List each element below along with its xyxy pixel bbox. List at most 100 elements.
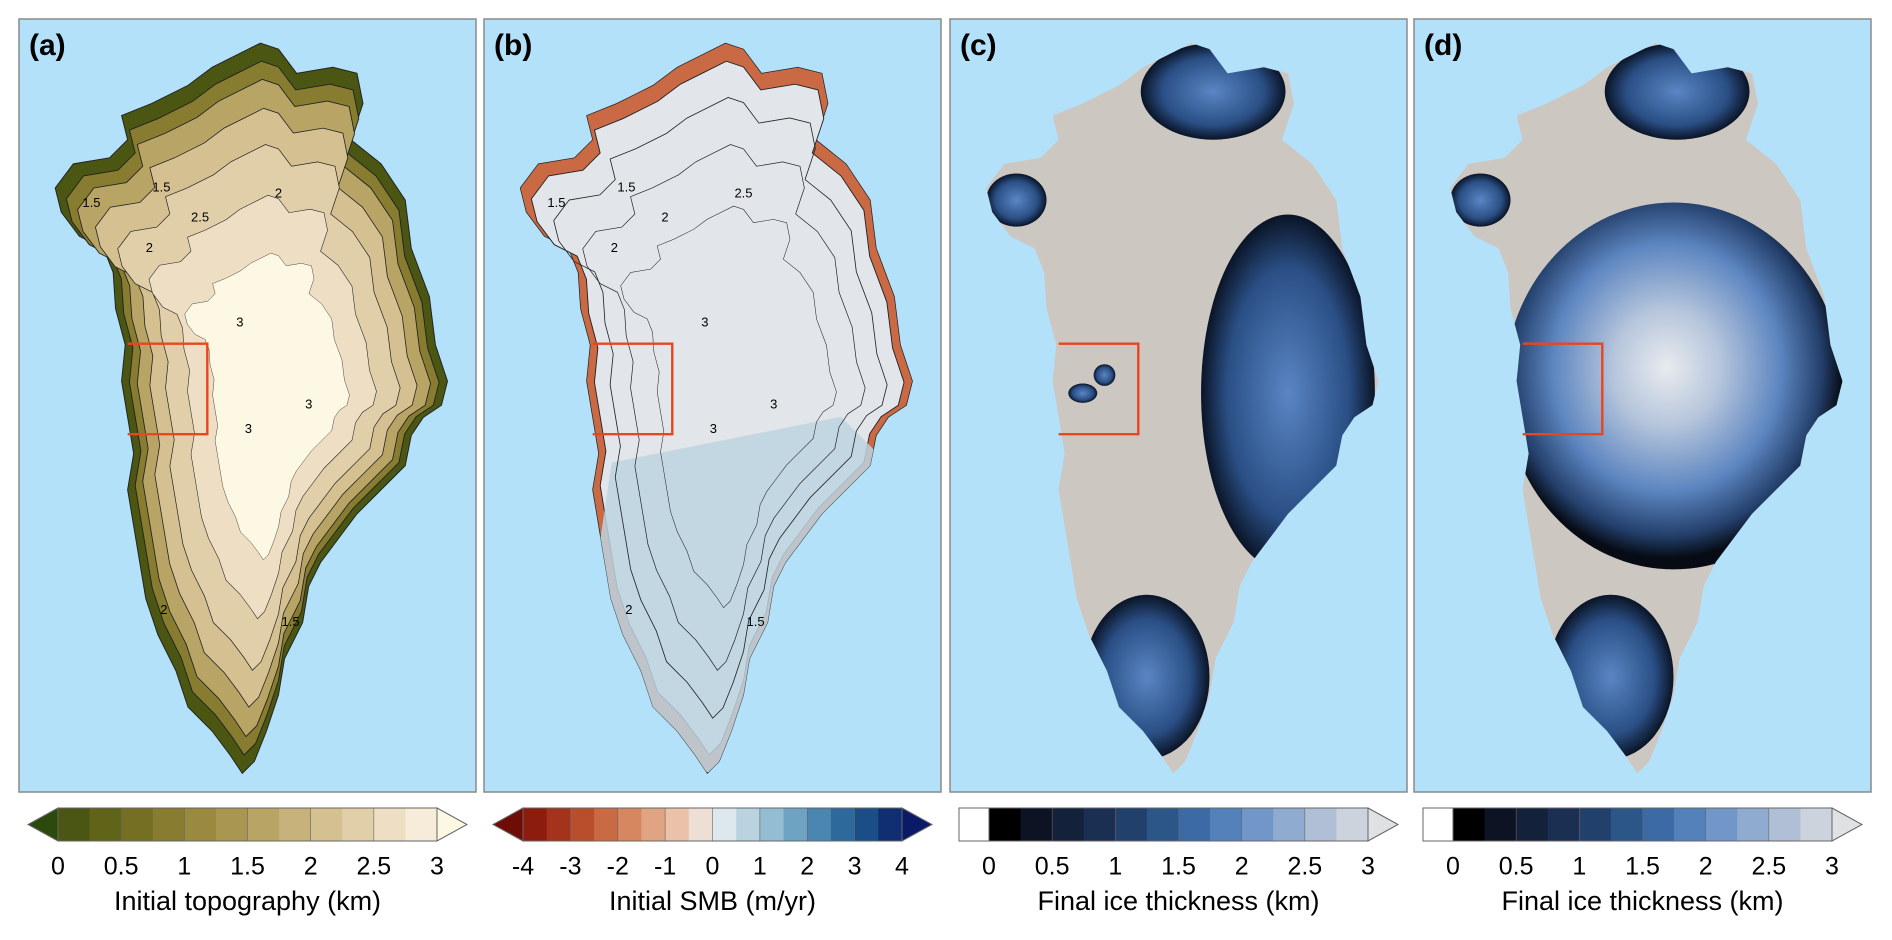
colorbar-tick-label: 1.5 <box>1625 853 1660 881</box>
colorbar-bin <box>854 808 879 841</box>
contour-label: 1.5 <box>617 179 635 194</box>
study-region-box <box>127 342 209 436</box>
ice-sheet <box>1504 202 1843 570</box>
colorbar-extension <box>1367 807 1400 842</box>
colorbar-bin <box>310 808 343 841</box>
colorbar-bin <box>1210 808 1243 841</box>
colorbar-bin <box>1642 808 1675 841</box>
colorbar-bin <box>184 808 217 841</box>
colorbar-bin <box>58 808 91 841</box>
greenland-map <box>519 42 913 774</box>
colorbar-tick-label: 1 <box>177 853 191 881</box>
colorbar-extension <box>958 807 990 842</box>
contour-label: 3 <box>710 421 717 436</box>
colorbar-tick-label: -1 <box>654 853 676 881</box>
colorbar-bin <box>1146 808 1179 841</box>
colorbar-tick-label: 4 <box>895 853 909 881</box>
ice-sheet <box>1068 383 1098 403</box>
colorbar-bin <box>783 808 808 841</box>
contour-label: 3 <box>701 315 708 330</box>
panel-label: (c) <box>960 29 997 62</box>
colorbar-bin <box>759 808 785 841</box>
colorbar-tick-label: 0.5 <box>1499 853 1534 881</box>
colorbar-tick-label: 1.5 <box>1161 853 1196 881</box>
colorbar-bin <box>89 808 122 841</box>
colorbar-bin <box>989 808 1022 841</box>
colorbar-title: Final ice thickness (km) <box>1037 886 1319 916</box>
colorbar-tick-label: 0 <box>1446 853 1460 881</box>
ice-sheet <box>1450 173 1511 227</box>
colorbar-tick-label: 2.5 <box>356 853 391 881</box>
colorbar-bin <box>1336 808 1369 841</box>
colorbar-bin <box>1083 808 1116 841</box>
colorbar-bin <box>1705 808 1738 841</box>
study-region-box <box>1058 342 1140 436</box>
colorbar-tick-label: -2 <box>607 853 629 881</box>
colorbar-tick-label: -3 <box>559 853 581 881</box>
greenland-map <box>1450 43 1843 774</box>
elevation-band <box>184 252 350 561</box>
colorbar-bin <box>1516 808 1549 841</box>
colorbar-tick-label: -4 <box>512 853 534 881</box>
panel-label: (b) <box>494 29 532 62</box>
colorbar-bin <box>665 808 690 841</box>
colorbar-bin <box>594 808 619 841</box>
contour-label: 3 <box>770 397 777 412</box>
contour-label: 1.5 <box>82 195 100 210</box>
colorbar-extension <box>436 807 469 842</box>
contour-label: 2 <box>625 602 632 617</box>
colorbar-tick-label: 0 <box>706 853 720 881</box>
ice-sheet <box>986 173 1047 227</box>
colorbar-bin <box>1453 808 1486 841</box>
colorbar-bin <box>1115 808 1148 841</box>
colorbar-extension <box>1831 807 1864 842</box>
colorbar-bin <box>1610 808 1643 841</box>
colorbar-bin <box>712 808 737 841</box>
colorbar-bin <box>617 808 642 841</box>
colorbar-tick-label: 0 <box>51 853 65 881</box>
colorbar-bin <box>279 808 312 841</box>
contour-label: 2 <box>661 210 668 225</box>
colorbar-bin <box>1800 808 1833 841</box>
colorbar-bin <box>736 808 761 841</box>
colorbar-extension <box>901 807 934 842</box>
colorbar-bin <box>546 808 571 841</box>
panel-label: (a) <box>29 29 66 62</box>
colorbar-bin <box>1241 808 1274 841</box>
colorbar-tick-label: 3 <box>1825 853 1839 881</box>
colorbar-title: Final ice thickness (km) <box>1501 886 1783 916</box>
colorbar-bin <box>688 808 713 841</box>
study-region-box <box>1522 342 1604 436</box>
colorbar-bin <box>1484 808 1517 841</box>
contour-label: 1.5 <box>747 614 765 629</box>
contour-label: 2.5 <box>191 210 209 225</box>
colorbar-tick-label: 2 <box>1699 853 1713 881</box>
colorbar-tick-label: 1 <box>1572 853 1586 881</box>
contour-label: 1.5 <box>547 195 565 210</box>
colorbar-tick-label: 1 <box>753 853 767 881</box>
contour-label: 2 <box>275 185 282 200</box>
colorbar-bin <box>523 808 548 841</box>
colorbar-tick-label: 1.5 <box>230 853 265 881</box>
colorbar-bin <box>1547 808 1580 841</box>
colorbar-tick-label: 0.5 <box>1035 853 1070 881</box>
ice-sheet <box>1093 364 1116 386</box>
contour-label: 2 <box>146 240 153 255</box>
contour-label: 2.5 <box>734 185 752 200</box>
colorbar-tick-label: 2 <box>1235 853 1249 881</box>
colorbar-bin <box>570 808 595 841</box>
colorbar-bin <box>807 808 832 841</box>
colorbar-bin <box>405 808 438 841</box>
contour-line <box>582 144 866 671</box>
colorbar-bin <box>247 808 280 841</box>
contour-label: 1.5 <box>282 614 300 629</box>
contour-label: 2 <box>611 240 618 255</box>
contour-label: 1.5 <box>152 179 170 194</box>
colorbar-tick-label: 2 <box>304 853 318 881</box>
colorbar-bin <box>1178 808 1211 841</box>
colorbar-bin <box>1020 808 1053 841</box>
colorbar-bin <box>1579 808 1612 841</box>
greenland-map <box>54 42 448 775</box>
colorbar-bin <box>1674 808 1707 841</box>
